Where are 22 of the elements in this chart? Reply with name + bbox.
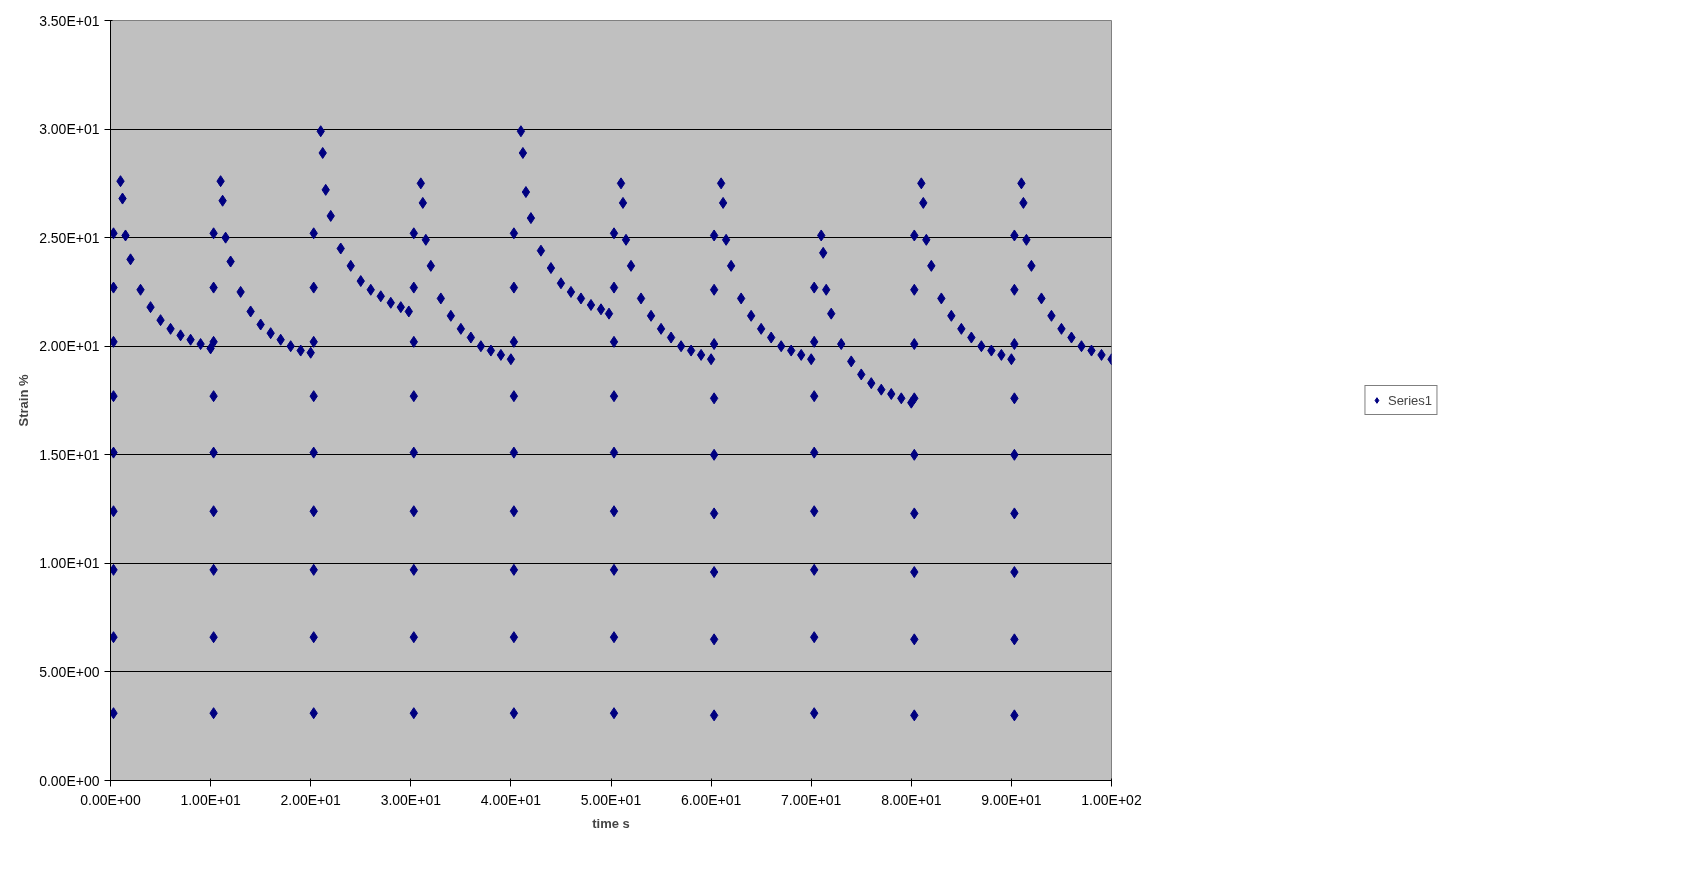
y-tick-label: 1.00E+01 [39,555,100,572]
x-tick-label: 4.00E+01 [480,791,542,808]
y-tick-label: 3.00E+01 [39,121,100,138]
y-tick-label: 0.00E+00 [39,772,100,789]
x-tick-label: 2.00E+01 [280,791,342,808]
y-tick-label: 3.50E+01 [39,12,100,29]
x-tick-label: 3.00E+01 [380,791,442,808]
x-tick-label: 0.00E+00 [80,791,141,808]
x-tick-label: 1.00E+02 [1081,791,1142,808]
x-tick-label: 6.00E+01 [680,791,742,808]
y-tick-label: 2.50E+01 [39,229,100,246]
x-tick-label: 5.00E+01 [580,791,642,808]
x-axis-title: time s [592,815,630,831]
x-tick-label: 1.00E+01 [180,791,241,808]
y-tick-label: 2.00E+01 [39,338,100,355]
y-axis-title: Strain % [16,374,32,427]
y-tick-label: 5.00E+00 [39,663,100,680]
x-tick-label: 9.00E+01 [981,791,1042,808]
legend-label: Series1 [1387,392,1433,408]
x-tick-label: 7.00E+01 [781,791,842,808]
x-tick-label: 8.00E+01 [881,791,942,808]
y-tick-label: 1.50E+01 [39,446,100,463]
